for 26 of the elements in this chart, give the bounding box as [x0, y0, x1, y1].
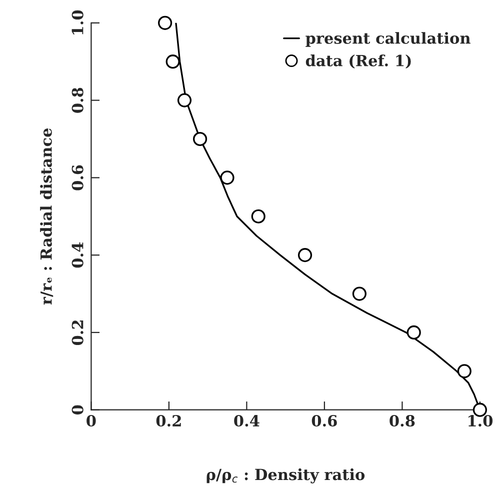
x-tick-label: 0.6	[312, 414, 337, 427]
x-tick-label: 0.4	[234, 414, 260, 427]
y-tick-label: 1.0	[72, 10, 84, 34]
legend-label: data (Ref. 1)	[306, 54, 411, 68]
x-tick-label: 1.0	[468, 414, 493, 427]
point	[177, 93, 192, 108]
point	[192, 132, 208, 146]
point	[457, 364, 472, 378]
point	[158, 16, 172, 30]
x-tick-label: 0.8	[390, 414, 415, 427]
legend-label: present calculation	[306, 32, 470, 47]
x-axis-title: ρ/ρ$_{c}$ : Density ratio	[206, 468, 365, 484]
point	[406, 325, 421, 340]
x-tick-label: 0.2	[156, 414, 181, 427]
point	[251, 209, 266, 224]
y-tick-label: 0	[72, 405, 84, 414]
y-tick-label: 0.2	[72, 320, 84, 346]
y-tick-label: 0.8	[72, 88, 84, 113]
x-tick-label: 0	[86, 414, 96, 427]
point	[220, 170, 234, 185]
point	[352, 286, 366, 301]
y-axis-title: r/rₑ : Radial distance	[40, 128, 54, 305]
y-tick-label: 0.6	[72, 165, 84, 190]
point	[166, 54, 180, 69]
y-tick-label: 0.4	[72, 242, 84, 268]
point	[298, 248, 312, 262]
